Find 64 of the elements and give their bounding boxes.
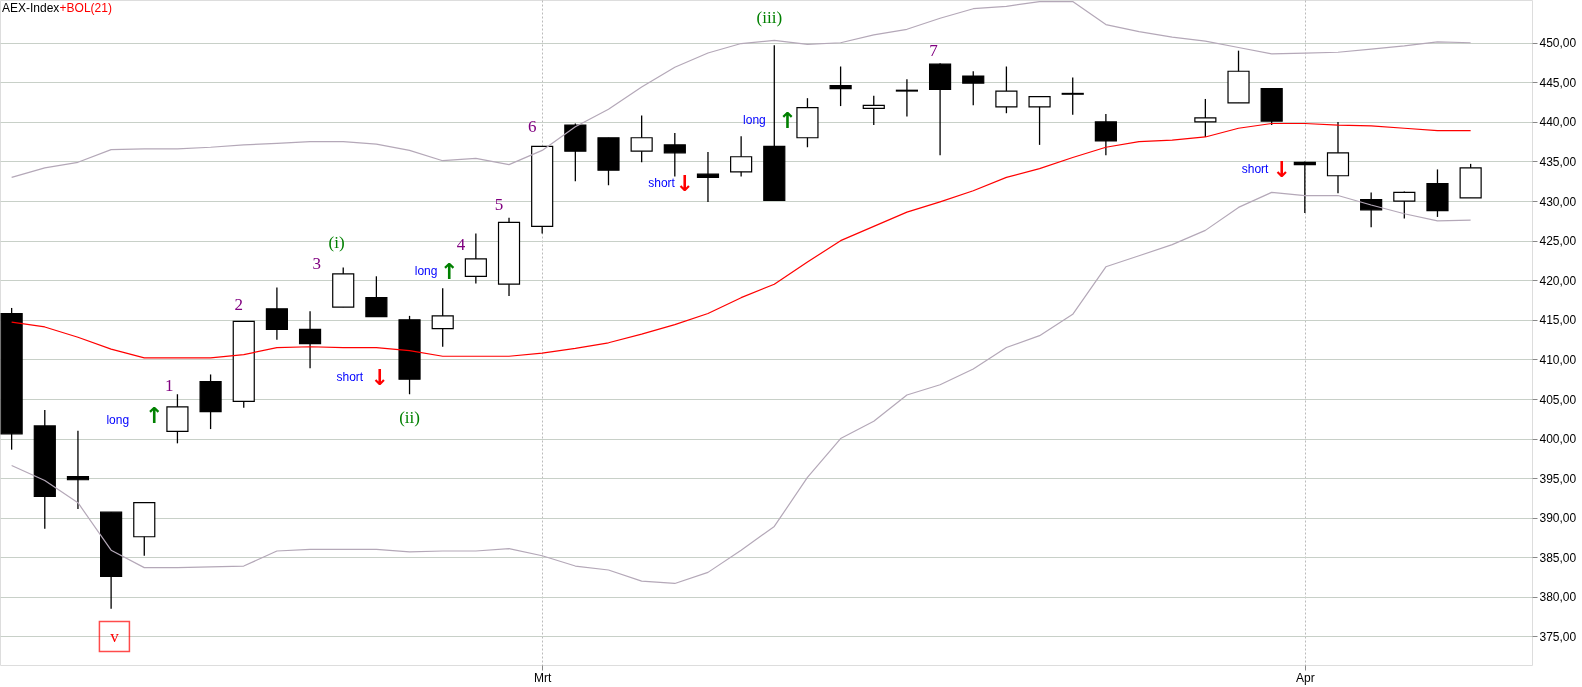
candlestick xyxy=(365,275,388,318)
annotation: ↑ xyxy=(778,108,797,134)
annotation: long xyxy=(743,113,766,128)
annotation: 7 xyxy=(929,40,939,60)
annotation: 6 xyxy=(527,116,537,136)
annotation: (i) xyxy=(328,233,345,253)
annotation: 1 xyxy=(164,376,174,396)
chart-title: AEX-Index xyxy=(2,1,60,15)
candlestick xyxy=(730,135,753,178)
candlestick xyxy=(1393,190,1416,220)
candlestick xyxy=(265,286,288,341)
annotation: 2 xyxy=(234,294,244,314)
annotation: 5 xyxy=(494,195,504,215)
candlestick xyxy=(1194,98,1217,138)
candlestick xyxy=(298,310,322,369)
annotation: ↓ xyxy=(370,365,389,391)
annotation: ↑ xyxy=(440,258,459,284)
y-tick-label: 390,00 xyxy=(1539,511,1577,526)
annotation: (iii) xyxy=(756,8,783,28)
y-tick-label: 430,00 xyxy=(1539,194,1577,209)
annotation: short xyxy=(1241,161,1270,176)
annotation: ↓ xyxy=(675,170,694,196)
y-tick-label: 395,00 xyxy=(1539,471,1577,486)
annotation: short xyxy=(336,369,364,384)
x-tick-label: Apr xyxy=(1295,670,1315,685)
y-tick-label: 440,00 xyxy=(1539,115,1577,130)
y-tick-label: 415,00 xyxy=(1539,313,1577,328)
annotation: 4 xyxy=(456,234,466,254)
annotation: short xyxy=(648,175,676,190)
candlestick xyxy=(1094,113,1117,156)
candlestick xyxy=(995,65,1018,114)
annotation: ↓ xyxy=(1272,157,1291,183)
candlestick xyxy=(431,287,454,348)
y-tick-label: 445,00 xyxy=(1539,75,1577,90)
line-series xyxy=(11,191,1472,585)
y-tick-label: 435,00 xyxy=(1539,155,1577,169)
annotation: long xyxy=(414,263,438,278)
candlestick xyxy=(464,232,487,285)
candlestick xyxy=(66,430,90,510)
annotation: (ii) xyxy=(399,408,420,427)
candlestick xyxy=(696,151,720,203)
candlestick xyxy=(962,70,985,106)
candlestick xyxy=(1061,76,1084,116)
y-tick-label: 380,00 xyxy=(1539,590,1577,605)
candlestick xyxy=(895,78,919,118)
candlestick xyxy=(1028,95,1051,146)
y-tick-label: 410,00 xyxy=(1539,352,1577,367)
y-tick-label: 375,00 xyxy=(1539,630,1577,644)
text: +BOL(21) xyxy=(59,1,112,15)
y-tick-label: 425,00 xyxy=(1539,234,1577,249)
annotation: long xyxy=(106,413,130,428)
annotation: ↑ xyxy=(145,403,164,429)
x-tick-label: Mrt xyxy=(534,670,552,685)
candlestick xyxy=(1326,121,1350,194)
candlestick xyxy=(829,65,852,107)
annotation: 3 xyxy=(312,253,321,273)
y-tick-label: 405,00 xyxy=(1539,392,1577,407)
y-tick-label: 385,00 xyxy=(1539,550,1577,565)
annotation: v xyxy=(110,626,120,646)
candlestick xyxy=(630,114,653,163)
y-tick-label: 400,00 xyxy=(1539,432,1577,447)
candlestick xyxy=(862,95,885,126)
y-tick-label: 450,00 xyxy=(1539,36,1577,51)
y-tick-label: 420,00 xyxy=(1539,273,1577,288)
